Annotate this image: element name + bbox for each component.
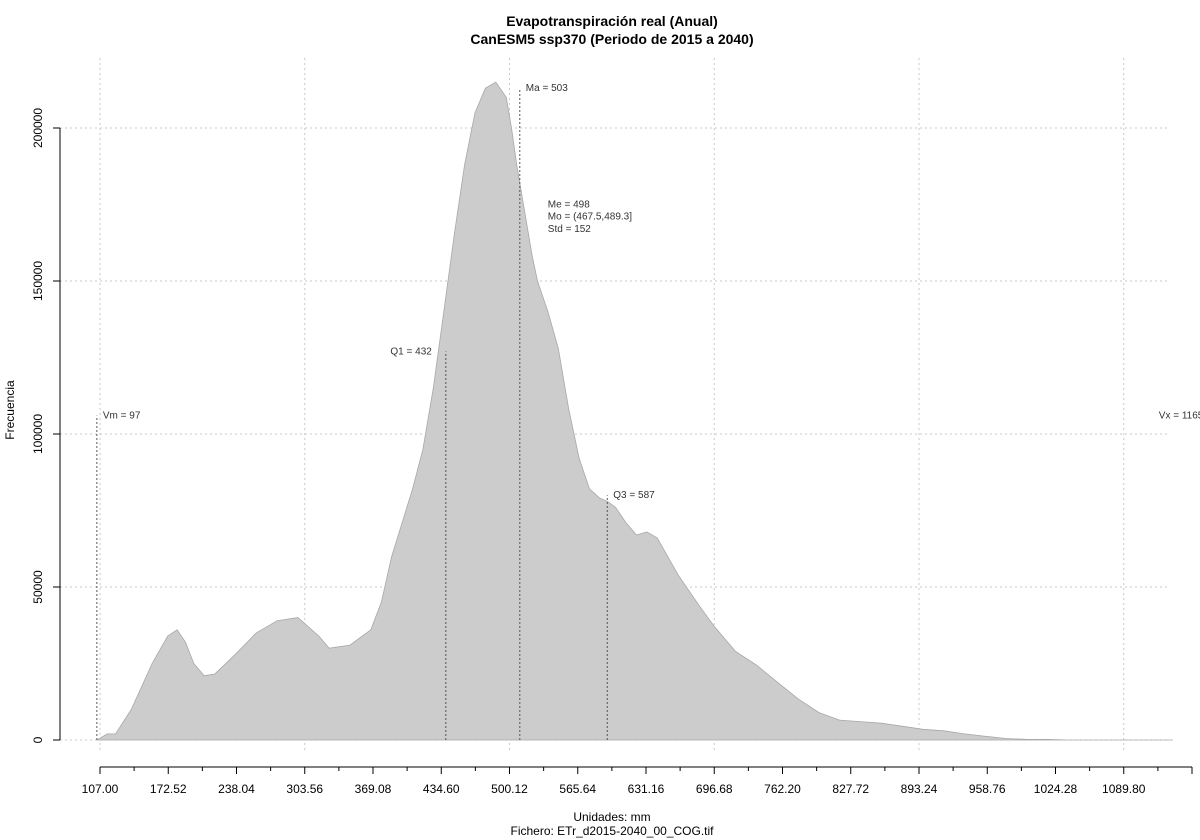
density-area: [96, 81, 1173, 741]
x-tick-label: 238.04: [218, 782, 255, 796]
annotation-label: Q3 = 587: [613, 490, 655, 501]
x-tick-label: 958.76: [969, 782, 1006, 796]
annotation-label: Vm = 97: [103, 411, 141, 422]
y-axis-label: Frecuencia: [3, 380, 17, 440]
chart-title: Evapotranspiración real (Anual): [506, 13, 718, 29]
x-tick-label: 893.24: [901, 782, 938, 796]
density-series: [96, 81, 1173, 741]
x-tick-label: 107.00: [82, 782, 119, 796]
x-tick-label: 369.08: [355, 782, 392, 796]
x-tick-label: 1089.80: [1102, 782, 1146, 796]
annotation-label: Q1 = 432: [390, 346, 432, 357]
y-tick-label: 50000: [31, 570, 45, 604]
x-tick-label: 434.60: [423, 782, 460, 796]
y-tick-label: 150000: [31, 261, 45, 301]
axes: 0 50000 100000 150000 200000 107.00 172.52 238.…: [31, 108, 1193, 796]
annotation-label: Mo = (467.5,489.3]: [548, 212, 632, 223]
y-tick-label: 0: [31, 736, 45, 743]
annotation-label: Ma = 503: [526, 83, 568, 94]
x-tick-label: 303.56: [286, 782, 323, 796]
y-tick-label: 200000: [31, 108, 45, 148]
y-tick-label: 100000: [31, 414, 45, 454]
x-axis-label: Unidades: mm: [573, 810, 651, 824]
x-tick-label: 631.16: [628, 782, 665, 796]
annotation-label: Me = 498: [548, 200, 590, 211]
x-tick-label: 696.68: [696, 782, 733, 796]
x-tick-label: 762.20: [764, 782, 801, 796]
annotation-label: Std = 152: [548, 224, 592, 235]
x-tick-label: 172.52: [150, 782, 187, 796]
x-tick-label: 827.72: [832, 782, 869, 796]
x-tick-label: 500.12: [491, 782, 528, 796]
x-tick-label: 1024.28: [1034, 782, 1078, 796]
annotation-label: Vx = 1165: [1159, 411, 1200, 422]
file-label: Fichero: ETr_d2015-2040_00_COG.tif: [510, 824, 714, 838]
chart-subtitle: CanESM5 ssp370 (Periodo de 2015 a 2040): [470, 31, 754, 47]
x-tick-label: 565.64: [559, 782, 596, 796]
